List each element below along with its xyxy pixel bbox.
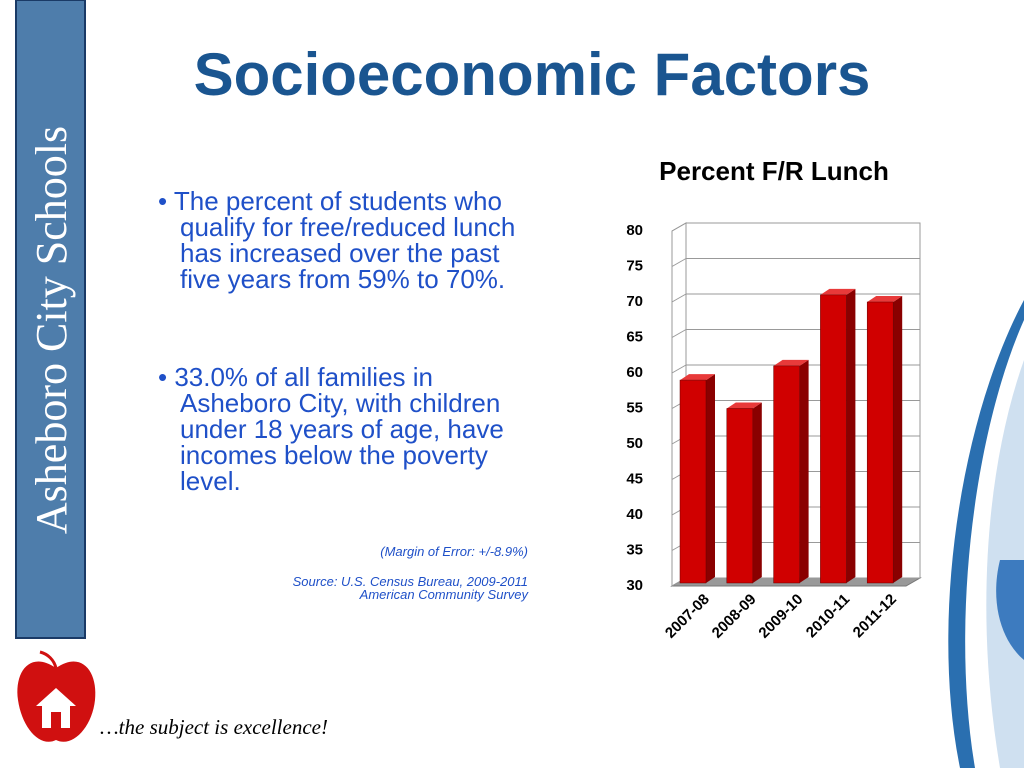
bar-side <box>846 288 856 583</box>
bar <box>679 379 707 584</box>
bar-top <box>867 296 903 302</box>
bar <box>773 365 800 584</box>
y-tick-label: 55 <box>626 399 643 416</box>
y-tick-label: 35 <box>626 541 643 558</box>
x-tick-label: 2011-12 <box>850 591 900 641</box>
bar-top <box>680 374 715 381</box>
tagline: …the subject is excellence! <box>100 715 328 739</box>
y-tick-label: 65 <box>626 328 643 345</box>
bar-side <box>706 374 715 583</box>
x-tick-label: 2010-11 <box>803 591 853 641</box>
grid-line <box>671 293 687 303</box>
bar-side <box>893 296 903 583</box>
y-tick-label: 45 <box>626 470 643 487</box>
bar-top <box>773 359 809 366</box>
x-tick-label: 2007-08 <box>662 591 713 642</box>
bar-side <box>752 402 762 583</box>
x-tick-label: 2008-09 <box>709 591 760 642</box>
bar-top <box>726 402 762 409</box>
bullet-text: The percent of students who qualify for … <box>173 186 516 294</box>
x-tick-label: 2009-10 <box>755 591 806 642</box>
bullet-text: 33.0% of all families in Asheboro City, … <box>174 362 504 496</box>
y-tick-label: 60 <box>626 364 643 381</box>
bar-side <box>799 359 809 583</box>
grid-line <box>671 222 687 232</box>
source-line: American Community Survey <box>359 587 528 602</box>
slide-title: Socioeconomic Factors <box>194 41 871 108</box>
bar-top <box>820 288 856 295</box>
decor-globe-land <box>996 560 1024 660</box>
y-tick-label: 40 <box>626 506 643 523</box>
sidebar <box>15 0 86 639</box>
bar <box>726 408 754 584</box>
margin-note: (Margin of Error: +/-8.9%) <box>380 544 528 559</box>
bar <box>866 301 894 584</box>
y-tick-label: 30 <box>626 577 643 594</box>
bullet: • 33.0% of all families in Asheboro City… <box>158 362 504 496</box>
grid-line <box>671 329 687 338</box>
chart-title: Percent F/R Lunch <box>659 156 889 186</box>
sidebar-text: Asheboro City Schools <box>27 126 76 534</box>
logo <box>17 650 96 742</box>
y-tick-label: 70 <box>626 293 643 310</box>
bullet: • The percent of students who qualify fo… <box>158 186 516 294</box>
bar <box>820 294 847 584</box>
grid-line <box>671 364 687 374</box>
y-tick-label: 80 <box>626 222 643 239</box>
source: Source: U.S. Census Bureau, 2009-2011 Ame… <box>293 575 528 601</box>
decor-swoosh <box>948 300 1024 768</box>
grid-line <box>671 258 687 267</box>
y-tick-label: 75 <box>626 257 643 274</box>
y-tick-label: 50 <box>626 435 643 452</box>
source-line: Source: U.S. Census Bureau, 2009-2011 <box>292 574 528 589</box>
